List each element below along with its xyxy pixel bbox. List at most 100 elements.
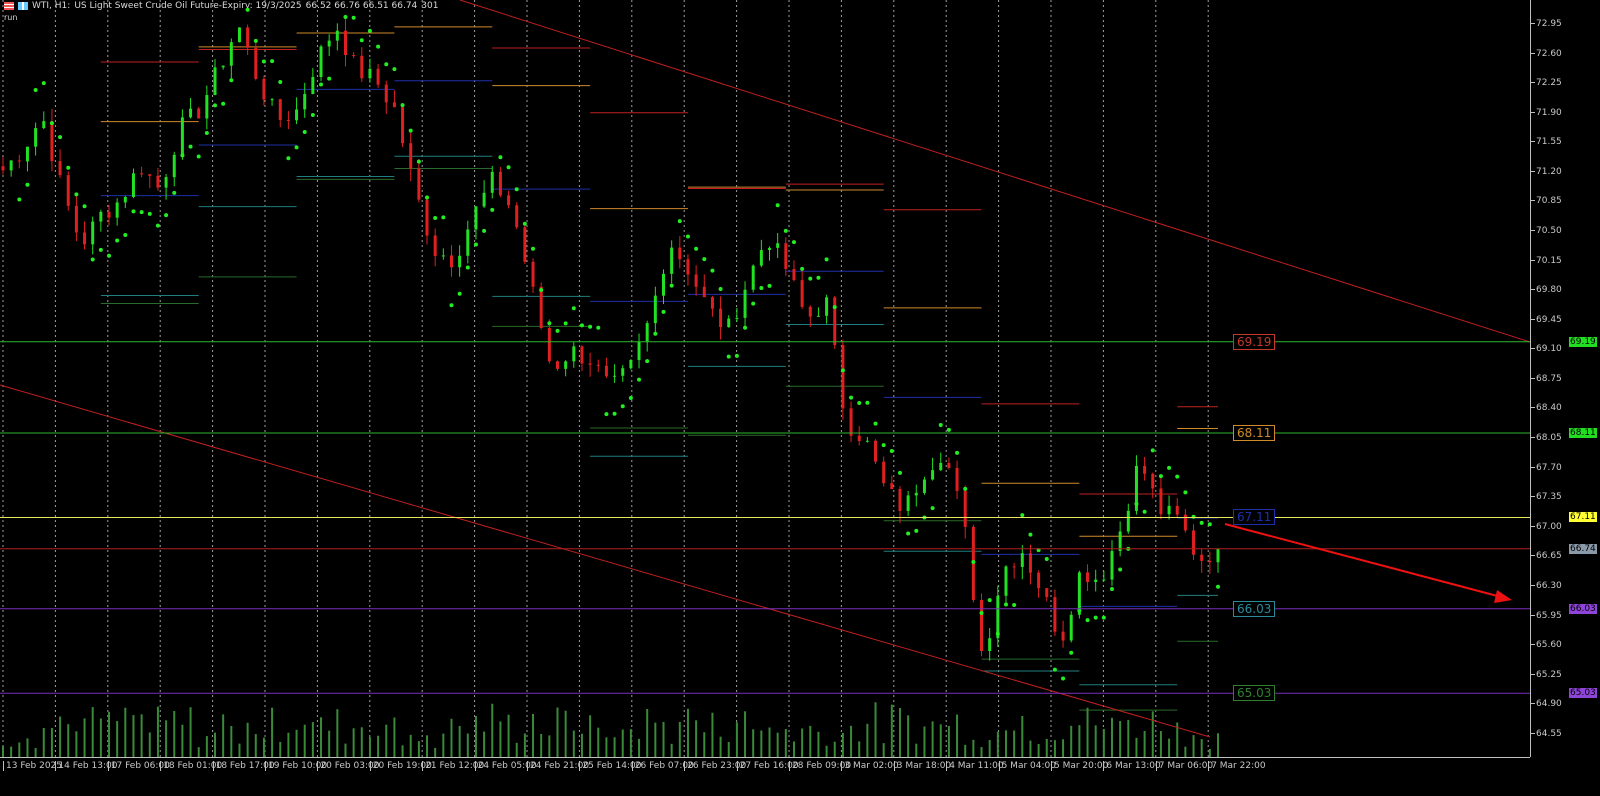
candle <box>286 119 290 121</box>
x-tick-label: 5 Mar 04:00 <box>998 761 1056 771</box>
volume-bar <box>1062 739 1065 757</box>
x-tick-label: 7 Mar 22:00 <box>1208 761 1266 771</box>
volume-bar <box>246 722 249 757</box>
candle <box>1192 530 1196 555</box>
sar-dot <box>873 421 878 426</box>
channel-upper-line <box>459 0 1530 343</box>
candle <box>759 250 763 266</box>
volume-bar <box>572 730 575 757</box>
candle <box>898 489 902 511</box>
volume-bar <box>458 726 461 757</box>
candle <box>507 195 511 206</box>
candle <box>490 171 494 193</box>
time-axis[interactable]: 13 Feb 2025 14 Feb 13:00 17 Feb 06:00 18 Fe… <box>0 757 1530 796</box>
ohlc: 66.52 66.76 66.51 66.74 <box>305 1 418 11</box>
volume-bar <box>703 732 706 757</box>
candle <box>180 117 184 155</box>
price-chart[interactable] <box>0 0 1530 757</box>
sar-dot <box>791 240 796 245</box>
candle <box>17 160 21 162</box>
volume-bar <box>711 712 714 757</box>
sar-dot <box>147 211 152 216</box>
candle <box>384 84 388 103</box>
candle <box>996 595 1000 639</box>
volume-bar <box>328 730 331 757</box>
candle <box>719 308 723 328</box>
x-tick-label: 24 Feb 21:00 <box>527 761 589 771</box>
sar-dot <box>180 153 185 158</box>
sar-dot <box>1142 509 1147 514</box>
candle <box>1 166 5 171</box>
sar-dot <box>963 486 968 491</box>
sar-dot <box>938 422 943 427</box>
candle <box>1077 572 1081 615</box>
volume-bar <box>768 727 771 757</box>
y-tick-label: 69.80 <box>1531 285 1562 295</box>
volume-bar <box>988 740 991 757</box>
volume-bar <box>1168 738 1171 757</box>
volume-bar <box>426 735 429 757</box>
price-axis[interactable]: 72.95 72.60 72.25 71.90 71.55 71.20 70.85 70.50… <box>1530 0 1600 757</box>
volume-bar <box>1086 707 1089 757</box>
x-tick-label: 3 Mar 18:00 <box>893 761 951 771</box>
candle <box>1086 572 1090 583</box>
level-label: 68.11 <box>1233 424 1276 441</box>
sar-dot <box>66 165 71 170</box>
volume-bar <box>205 736 208 757</box>
candle <box>963 490 967 527</box>
volume-bar <box>18 742 21 757</box>
volume-bar <box>156 706 159 757</box>
sar-dot <box>425 195 430 200</box>
volume-bar <box>214 732 217 757</box>
sar-dot <box>628 396 633 401</box>
x-tick-label: 25 Feb 14:00 <box>579 761 641 771</box>
volume-bar <box>507 714 510 757</box>
candle <box>1208 560 1212 563</box>
x-tick-label: 6 Mar 13:00 <box>1103 761 1161 771</box>
volume-bar <box>83 718 86 757</box>
sar-dot <box>310 113 315 118</box>
volume-bar <box>254 734 257 757</box>
sar-dot <box>555 328 560 333</box>
sar-dot <box>571 306 576 311</box>
volume-bar <box>744 711 747 757</box>
volume-bar <box>75 731 78 757</box>
sar-dot <box>620 404 625 409</box>
volume-bar <box>1021 715 1024 757</box>
volume-bar <box>1078 725 1081 757</box>
volume-bar <box>173 710 176 757</box>
y-tick-label: 65.95 <box>1531 611 1562 621</box>
sar-dot <box>816 275 821 280</box>
candle <box>1012 566 1016 568</box>
symbol: WTI, H1: <box>32 1 71 11</box>
menu-icon[interactable] <box>4 2 14 10</box>
x-tick-label: 26 Feb 07:00 <box>631 761 694 771</box>
chart-type-icon[interactable] <box>18 2 28 10</box>
price-tag: 66.74 <box>1569 543 1597 554</box>
sar-dot <box>897 470 902 475</box>
candle <box>1200 554 1204 561</box>
candle <box>360 55 364 79</box>
candle <box>580 346 584 364</box>
y-tick-label: 66.65 <box>1531 551 1562 561</box>
volume-bar <box>222 714 225 757</box>
sar-dot <box>930 506 935 511</box>
candle <box>1134 465 1138 511</box>
y-tick-label: 69.45 <box>1531 315 1562 325</box>
candle <box>417 168 421 200</box>
volume-bar <box>197 747 200 757</box>
sar-dot <box>1150 448 1155 453</box>
candle <box>710 297 714 309</box>
y-tick-label: 71.90 <box>1531 108 1562 118</box>
volume-bar <box>556 707 559 757</box>
candle <box>776 243 780 248</box>
sar-dot <box>710 268 715 273</box>
candle <box>197 108 201 119</box>
price-tag: 68.11 <box>1569 427 1597 438</box>
candle <box>988 638 992 651</box>
sar-dot <box>743 325 748 330</box>
sar-dot <box>473 242 478 247</box>
candle <box>466 229 470 256</box>
volume-bar <box>181 724 184 757</box>
volume-bar <box>352 728 355 757</box>
